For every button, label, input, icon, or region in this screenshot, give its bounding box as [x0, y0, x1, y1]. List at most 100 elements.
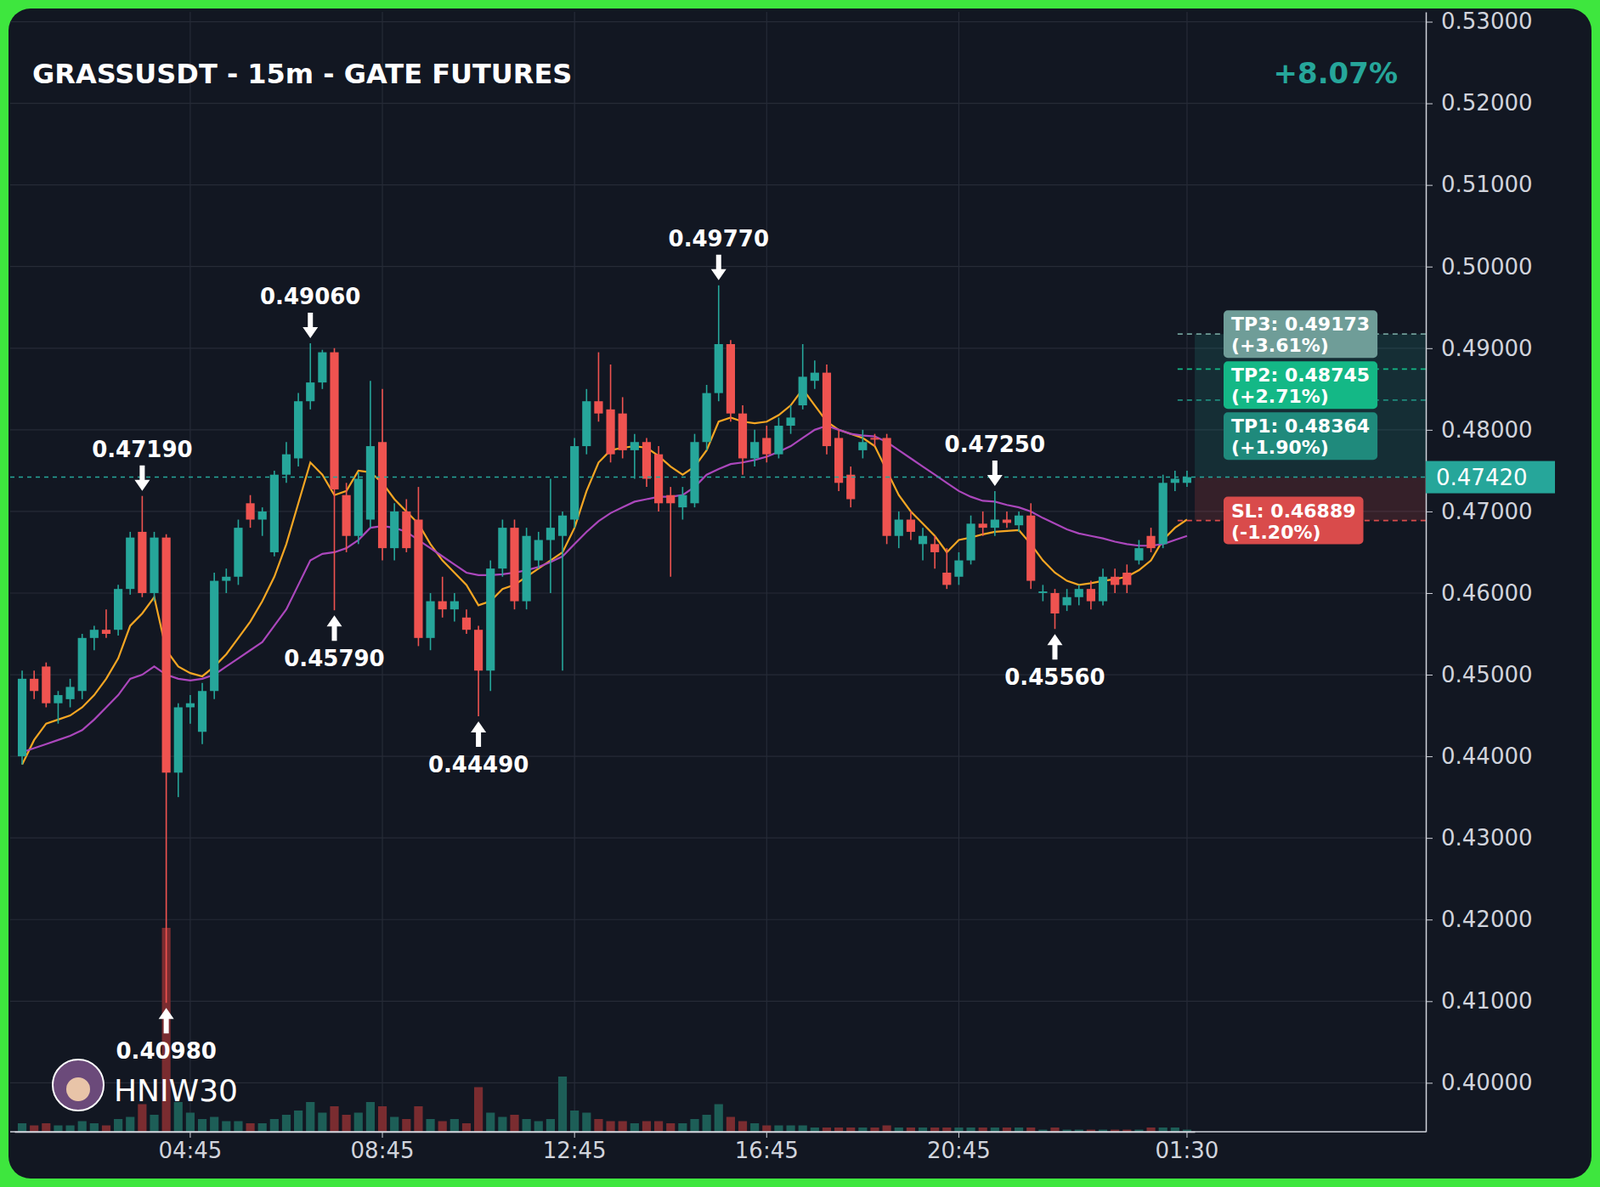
candle-body [990, 520, 1000, 529]
candle-body [29, 678, 39, 691]
x-tick-label: 08:45 [350, 1137, 415, 1164]
y-tick: 0.51000 [1425, 171, 1533, 198]
annotation-arrow [1046, 633, 1063, 660]
volume-bar [750, 1123, 759, 1132]
x-tick-label: 20:45 [927, 1137, 991, 1164]
candle-body [702, 393, 712, 443]
y-tick-mark [1425, 511, 1433, 513]
candle-body [354, 478, 363, 536]
x-tick-label: 16:45 [734, 1137, 799, 1164]
volume-bar [798, 1125, 808, 1133]
candle-body [762, 437, 771, 454]
volume-bar [401, 1119, 411, 1132]
candle-body [1182, 477, 1192, 484]
candle-wick [921, 527, 924, 560]
level-label: SL: 0.46889 [1231, 500, 1357, 522]
candle-body [90, 629, 99, 639]
candle-body [53, 695, 63, 704]
level-label: TP3: 0.49173 [1231, 313, 1370, 335]
candle-body [930, 543, 939, 553]
volume-bar [509, 1114, 519, 1132]
level-box: TP2: 0.48745(+2.71%) [1223, 361, 1378, 409]
candle-body [942, 572, 951, 585]
candle-body [738, 413, 747, 459]
volume-bar [497, 1117, 507, 1133]
candle-body [858, 441, 867, 451]
volume-bar [65, 1125, 74, 1133]
candle-body [270, 474, 279, 553]
volume-bar [41, 1123, 51, 1132]
volume-bar [378, 1106, 387, 1132]
last-price-line [10, 476, 1426, 479]
volume-bar [738, 1121, 747, 1133]
annotation-arrow [470, 721, 487, 747]
candle-body [630, 441, 639, 451]
page-border [0, 0, 1600, 1187]
candle-body [474, 629, 483, 671]
chart-subtitle: +8.07% [1273, 56, 1398, 91]
y-tick-label: 0.41000 [1441, 988, 1533, 1014]
candle-body [1014, 515, 1024, 526]
y-tick-label: 0.45000 [1441, 661, 1533, 688]
annotation-label: 0.44490 [428, 751, 529, 778]
grid-line-y [10, 756, 1426, 758]
grid-line-x [1186, 11, 1188, 1132]
x-tick-mark [382, 1131, 384, 1138]
volume-bar [233, 1121, 243, 1133]
candle-body [366, 446, 375, 520]
volume-bar [209, 1117, 219, 1133]
volume-bar [570, 1110, 579, 1132]
candle-body [329, 352, 339, 490]
candle-body [1122, 572, 1131, 585]
volume-bar [654, 1121, 663, 1133]
level-box-bg [1223, 310, 1378, 358]
candle-body [390, 511, 399, 549]
volume-bar [593, 1119, 603, 1132]
y-tick-mark [1425, 429, 1433, 431]
candle-body [726, 344, 735, 414]
volume-bar [450, 1119, 459, 1132]
candle-body [1062, 597, 1072, 606]
volume-bar [366, 1102, 375, 1132]
grid-line-y [10, 592, 1426, 594]
x-tick: 20:45 [927, 1131, 991, 1164]
candle-body [1098, 576, 1108, 602]
grid-line-x [189, 11, 191, 1132]
y-tick-mark [1425, 919, 1433, 921]
plot-frame [10, 1130, 1426, 1133]
candle-body [1110, 576, 1120, 586]
ma-line [22, 389, 1188, 765]
candle-body [233, 527, 243, 577]
last-price-bg [1425, 461, 1555, 494]
y-tick-label: 0.44000 [1441, 743, 1533, 769]
grid-line-x [574, 11, 576, 1132]
volume-bar [29, 1125, 39, 1133]
volume-bar [17, 1123, 27, 1132]
candle-body [822, 373, 832, 447]
candle-body [1038, 591, 1047, 594]
candle-body [846, 474, 855, 500]
y-tick: 0.41000 [1425, 988, 1533, 1014]
x-tick: 04:45 [158, 1131, 222, 1164]
annotation-arrow [158, 1007, 175, 1034]
y-tick-label: 0.42000 [1441, 906, 1533, 933]
grid-line-y [10, 1000, 1426, 1002]
y-tick-label: 0.52000 [1441, 90, 1533, 116]
x-tick: 08:45 [350, 1131, 415, 1164]
volume-bar [642, 1121, 651, 1133]
candle-body [1026, 515, 1035, 582]
candle-body [642, 441, 651, 479]
y-tick-label: 0.48000 [1441, 417, 1533, 443]
volume-bar [53, 1125, 63, 1133]
candle-body [870, 437, 879, 440]
candle-body [978, 523, 988, 528]
y-tick-label: 0.43000 [1441, 825, 1533, 851]
y-tick-mark [1425, 674, 1433, 676]
y-tick: 0.40000 [1425, 1069, 1533, 1096]
candle-body [462, 617, 471, 630]
volume-bar [282, 1114, 291, 1132]
volume-bar [546, 1119, 555, 1132]
volume-bar [618, 1121, 628, 1133]
x-tick-mark [574, 1131, 576, 1138]
volume-bar [486, 1113, 495, 1133]
